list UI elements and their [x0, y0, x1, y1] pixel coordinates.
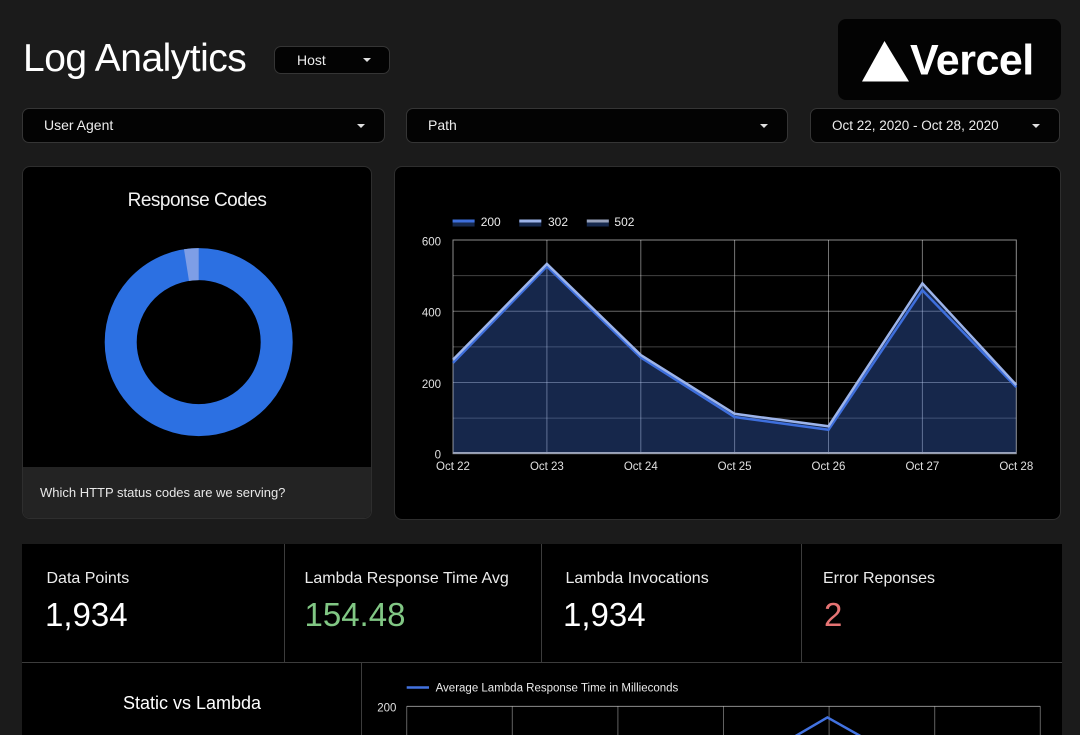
svg-text:Oct 23: Oct 23 — [530, 461, 564, 473]
svg-text:Oct 26: Oct 26 — [812, 461, 846, 473]
svg-text:400: 400 — [422, 308, 441, 320]
svg-text:Average Lambda Response Time i: Average Lambda Response Time in Millieco… — [436, 683, 679, 695]
svg-text:Oct 22: Oct 22 — [436, 461, 470, 473]
svg-text:Oct 25: Oct 25 — [718, 461, 752, 473]
svg-text:Oct 24: Oct 24 — [624, 461, 658, 473]
svg-text:Oct 28: Oct 28 — [999, 461, 1033, 473]
svg-text:200: 200 — [377, 703, 396, 715]
svg-text:200: 200 — [422, 379, 441, 391]
svg-text:302: 302 — [548, 215, 568, 229]
svg-text:600: 600 — [422, 236, 441, 248]
svg-text:Vercel: Vercel — [910, 37, 1034, 85]
svg-text:Oct 27: Oct 27 — [905, 461, 939, 473]
svg-text:0: 0 — [435, 449, 441, 461]
svg-text:200: 200 — [481, 215, 501, 229]
svg-text:502: 502 — [614, 215, 634, 229]
